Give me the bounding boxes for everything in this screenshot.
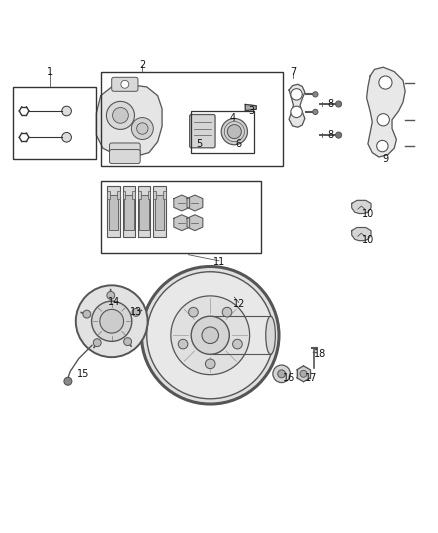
Circle shape (124, 338, 131, 345)
Circle shape (336, 132, 342, 138)
Text: 1: 1 (47, 67, 53, 77)
Polygon shape (187, 195, 203, 211)
FancyBboxPatch shape (110, 150, 140, 164)
Circle shape (131, 118, 153, 140)
Bar (138, 187, 150, 237)
Bar (101, 71, 283, 166)
Text: 10: 10 (362, 235, 374, 245)
Text: 12: 12 (233, 298, 245, 309)
Bar (109, 195, 118, 230)
Circle shape (100, 309, 124, 333)
Bar (123, 187, 135, 237)
Circle shape (296, 366, 311, 382)
Bar (107, 187, 120, 237)
Bar (155, 195, 164, 230)
Polygon shape (187, 215, 203, 231)
Bar (139, 195, 149, 230)
Text: 9: 9 (382, 154, 389, 164)
Circle shape (222, 308, 232, 317)
Circle shape (313, 92, 318, 97)
Circle shape (278, 370, 286, 378)
Circle shape (205, 359, 215, 369)
Polygon shape (352, 228, 371, 241)
Bar (163, 191, 166, 199)
Bar (138, 191, 141, 199)
Circle shape (92, 301, 132, 341)
Circle shape (336, 101, 342, 107)
Bar (153, 191, 156, 199)
Bar (132, 191, 135, 199)
Text: 7: 7 (290, 67, 297, 77)
Bar (107, 191, 110, 199)
Text: 14: 14 (108, 296, 120, 306)
Circle shape (113, 108, 128, 123)
Bar (148, 191, 150, 199)
Text: 18: 18 (314, 349, 326, 359)
Polygon shape (174, 215, 190, 231)
Text: 6: 6 (236, 139, 242, 149)
Text: 16: 16 (283, 373, 295, 383)
Text: 11: 11 (213, 257, 225, 267)
Bar (153, 187, 166, 237)
Circle shape (291, 106, 302, 118)
Text: 17: 17 (305, 373, 317, 383)
Bar (123, 191, 125, 199)
Circle shape (189, 308, 198, 317)
FancyBboxPatch shape (112, 77, 138, 91)
Circle shape (64, 377, 72, 385)
Circle shape (83, 310, 91, 318)
Circle shape (202, 327, 219, 344)
Polygon shape (174, 195, 190, 211)
Circle shape (379, 76, 392, 89)
Polygon shape (96, 85, 162, 157)
Text: 13: 13 (130, 308, 142, 318)
Circle shape (191, 316, 230, 354)
Circle shape (121, 80, 129, 88)
Bar (191, 111, 254, 152)
Circle shape (377, 114, 389, 126)
Bar (124, 195, 134, 230)
Circle shape (62, 133, 71, 142)
Circle shape (107, 292, 115, 300)
Circle shape (132, 309, 140, 317)
Ellipse shape (266, 316, 276, 354)
Circle shape (106, 101, 134, 130)
Circle shape (377, 140, 388, 152)
Bar (13, 87, 96, 159)
Circle shape (171, 296, 250, 375)
Polygon shape (367, 67, 405, 157)
FancyBboxPatch shape (190, 115, 215, 148)
Text: 8: 8 (328, 100, 334, 109)
Circle shape (62, 106, 71, 116)
Circle shape (221, 118, 247, 145)
Circle shape (233, 340, 242, 349)
Circle shape (147, 272, 274, 399)
Polygon shape (245, 104, 256, 110)
Circle shape (178, 340, 188, 349)
Circle shape (76, 285, 148, 357)
Text: 2: 2 (139, 60, 145, 70)
Text: 10: 10 (362, 209, 374, 219)
Text: 3: 3 (249, 106, 255, 116)
Circle shape (300, 370, 307, 377)
Polygon shape (289, 84, 305, 127)
Circle shape (313, 109, 318, 115)
Text: 8: 8 (328, 130, 334, 140)
Bar (101, 181, 261, 253)
Circle shape (93, 339, 101, 346)
Text: 4: 4 (229, 112, 235, 123)
Text: 5: 5 (196, 139, 202, 149)
Circle shape (227, 125, 241, 139)
Text: 15: 15 (77, 369, 89, 379)
Circle shape (141, 266, 279, 404)
Bar (117, 191, 120, 199)
FancyBboxPatch shape (110, 143, 140, 157)
Circle shape (273, 365, 290, 383)
Circle shape (291, 88, 302, 100)
Circle shape (137, 123, 148, 134)
Polygon shape (352, 200, 371, 214)
